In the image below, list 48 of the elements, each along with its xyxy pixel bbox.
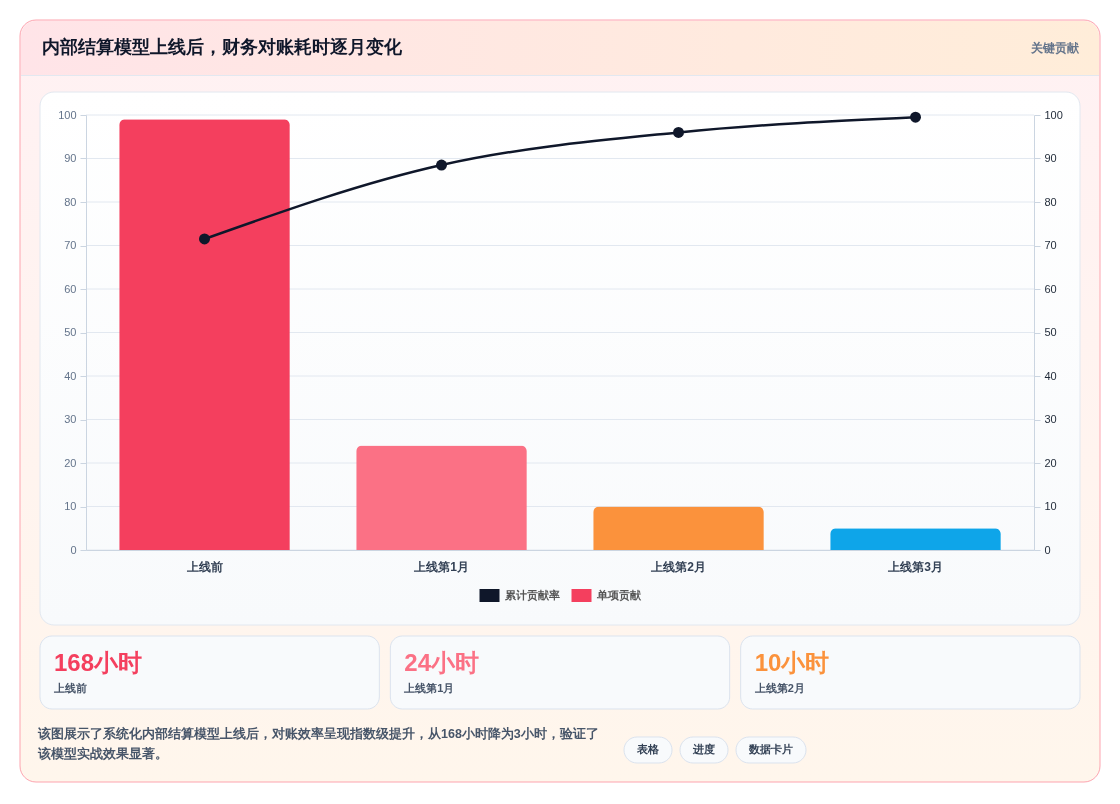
text: 进度 xyxy=(692,743,715,755)
y-tick-label: 0 xyxy=(70,543,77,556)
point xyxy=(436,159,447,171)
text: 上线第2月 xyxy=(753,682,805,694)
bar xyxy=(356,445,527,550)
y2-tick-label: 80 xyxy=(1044,195,1057,208)
y-tick-label: 90 xyxy=(64,152,77,164)
y-tick-label: 20 xyxy=(64,456,77,469)
x-tick-label: 上线前 xyxy=(185,559,223,574)
text: 该图展示了系统化内部结算模型上线后，对账效率呈现指数级提升，从168小时降为3小时，验证了该模型实战效果显著。 xyxy=(37,726,599,761)
y2-tick-label: 90 xyxy=(1044,152,1057,164)
text: 表格 xyxy=(636,743,660,755)
legend-label: 单项贡献 xyxy=(595,589,642,602)
y2-tick-label: 0 xyxy=(1044,543,1051,556)
y2-tick-label: 30 xyxy=(1044,413,1057,425)
y-tick-label: 100 xyxy=(58,108,77,121)
bar xyxy=(119,119,290,550)
y2-tick-label: 100 xyxy=(1044,108,1063,121)
y-tick-label: 30 xyxy=(64,413,77,425)
text: 上线第1月 xyxy=(403,682,455,694)
y2-tick-label: 60 xyxy=(1044,282,1057,295)
chart-title: 内部结算模型上线后，财务对账耗时逐月变化 xyxy=(42,37,403,57)
text: 上线前 xyxy=(53,682,87,694)
x-tick-label: 上线第3月 xyxy=(887,559,943,574)
y2-tick-label: 50 xyxy=(1044,326,1057,338)
bar xyxy=(830,528,1001,550)
y-tick-label: 80 xyxy=(64,195,77,208)
y-tick-label: 60 xyxy=(64,282,77,295)
y2-tick-label: 40 xyxy=(1044,369,1057,382)
text: 168小时 xyxy=(54,649,143,676)
text: 10小时 xyxy=(754,649,830,676)
y-tick-label: 70 xyxy=(64,239,77,251)
text: 数据卡片 xyxy=(748,743,793,755)
y2-tick-label: 10 xyxy=(1044,500,1057,512)
x-tick-label: 上线第1月 xyxy=(413,559,469,574)
y2-tick-label: 20 xyxy=(1044,456,1057,469)
point xyxy=(910,111,921,123)
text: 关键贡献 xyxy=(1030,41,1080,55)
y-tick-label: 40 xyxy=(64,369,77,382)
point xyxy=(673,126,684,138)
y2-tick-label: 70 xyxy=(1044,239,1057,251)
x-tick-label: 上线第2月 xyxy=(650,559,706,574)
text: 24小时 xyxy=(404,649,480,676)
y-tick-label: 10 xyxy=(64,500,77,512)
y-tick-label: 50 xyxy=(64,326,77,338)
point xyxy=(199,233,210,245)
bar xyxy=(593,506,764,550)
legend-label: 累计贡献率 xyxy=(503,589,560,602)
